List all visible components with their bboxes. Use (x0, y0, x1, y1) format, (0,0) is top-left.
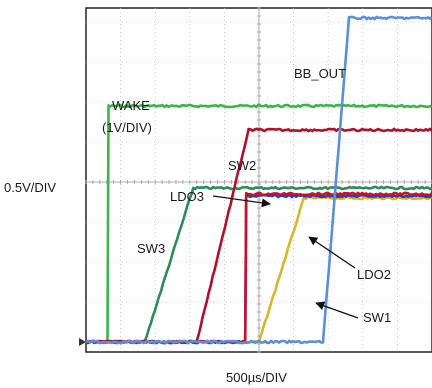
trace-bb-out (85, 15, 432, 345)
arrow-ldo2 (308, 236, 356, 269)
grid (79, 7, 432, 353)
y-axis-label: 0.5V/DIV (4, 180, 56, 195)
annotation-arrows (212, 195, 359, 319)
trace-wake (85, 103, 432, 345)
label-wake: WAKE (112, 98, 150, 113)
label-bb-out: BB_OUT (294, 66, 346, 81)
label-sw1: SW1 (363, 310, 391, 325)
arrow-ldo3 (212, 195, 271, 208)
label-sw3: SW3 (137, 241, 165, 256)
arrow-sw1 (315, 301, 359, 319)
traces (85, 15, 432, 345)
x-axis-label: 500µs/DIV (226, 370, 287, 385)
label-sw2: SW2 (228, 158, 256, 173)
label-ldo2: LDO2 (357, 267, 391, 282)
label-ldo3: LDO3 (170, 189, 204, 204)
label-wake-scale: (1V/DIV) (102, 120, 152, 135)
ground-marker (79, 338, 86, 346)
